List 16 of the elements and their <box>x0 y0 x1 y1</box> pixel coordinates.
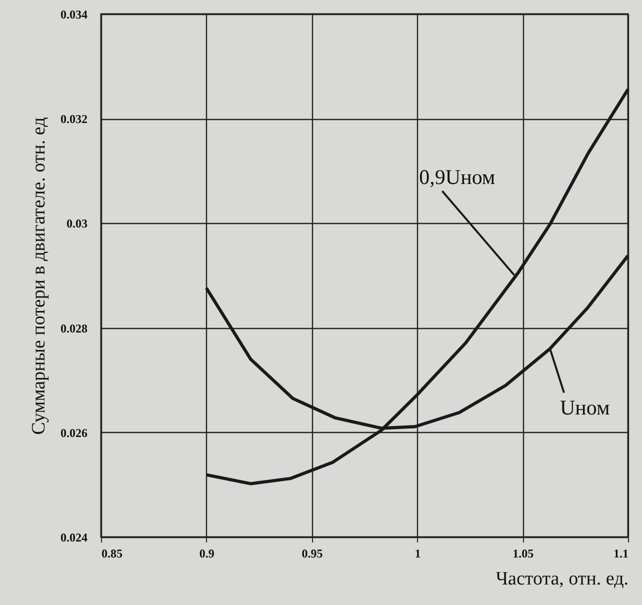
y-tick-label: 0.024 <box>60 530 88 544</box>
y-tick-label: 0.026 <box>60 426 88 440</box>
y-tick-label: 0.028 <box>60 321 88 336</box>
x-tick-label: 1.05 <box>512 546 534 560</box>
x-tick-label: 0.9 <box>199 546 214 560</box>
x-tick-label: 1 <box>414 546 421 560</box>
x-axis-title: Частота, отн. ед. <box>496 568 628 590</box>
y-tick-label: 0.03 <box>66 216 88 231</box>
annotation: Uном <box>560 396 610 420</box>
x-tick-label: 0.95 <box>302 546 323 560</box>
y-tick-label: 0.032 <box>60 112 88 126</box>
x-tick-label: 0.85 <box>102 546 122 560</box>
annotation: 0,9Uном <box>419 164 496 189</box>
y-tick-label: 0.034 <box>60 8 88 22</box>
x-tick-label: 1.1 <box>614 546 628 560</box>
y-axis-title: Суммарные потери в двигателе. отн. ед <box>28 116 50 435</box>
